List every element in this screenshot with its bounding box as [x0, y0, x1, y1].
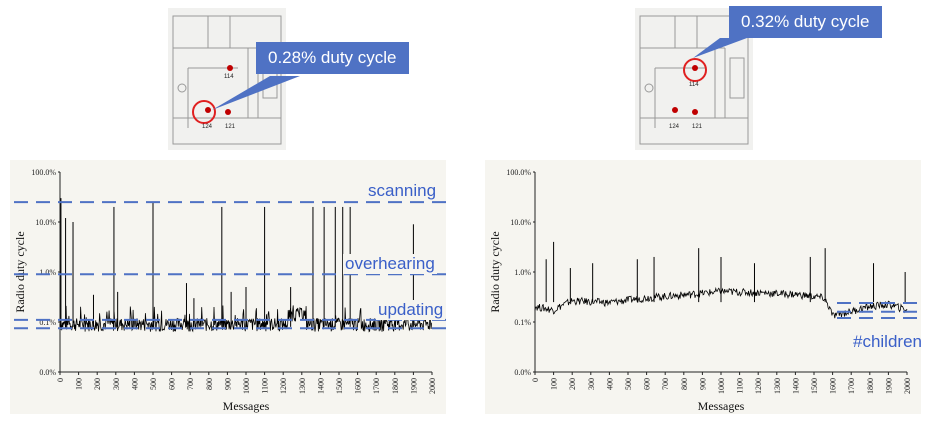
x-tick-label: 200 [93, 378, 102, 390]
x-tick-label: 1700 [372, 378, 381, 394]
x-tick-label: 500 [149, 378, 158, 390]
x-tick-label: 1600 [829, 378, 838, 394]
highlight-circle [683, 58, 707, 82]
y-tick-label: 0.1% [39, 318, 56, 327]
y-tick-label: 100.0% [506, 168, 531, 177]
x-tick-label: 800 [205, 378, 214, 390]
node-label: 114 [689, 82, 699, 88]
x-tick-label: 700 [186, 378, 195, 390]
x-tick-label: 0 [56, 378, 65, 382]
annotation-children: #children [853, 332, 922, 351]
callout-left: 0.28% duty cycle [256, 42, 409, 74]
y-tick-label: 0.0% [514, 368, 531, 377]
x-tick-label: 1300 [298, 378, 307, 394]
y-tick-label: 10.0% [510, 218, 531, 227]
x-tick-label: 900 [223, 378, 232, 390]
annotation-scanning: scanning [366, 181, 439, 201]
x-tick-label: 100 [75, 378, 84, 390]
y-tick-label: 1.0% [39, 268, 56, 277]
y-axis-label: Radio duty cycle [488, 231, 502, 312]
x-axis-label: Messages [698, 399, 745, 413]
x-tick-label: 200 [568, 378, 577, 390]
x-tick-label: 1800 [866, 378, 875, 394]
x-tick-label: 1400 [316, 378, 325, 394]
y-tick-label: 10.0% [35, 218, 56, 227]
x-tick-label: 700 [661, 378, 670, 390]
node-label: 121 [692, 124, 703, 130]
node-label: 124 [202, 124, 213, 130]
x-tick-label: 600 [168, 378, 177, 390]
x-tick-label: 1100 [261, 378, 270, 394]
x-tick-label: 1800 [391, 378, 400, 394]
node-label: 121 [225, 124, 236, 130]
x-tick-label: 1900 [409, 378, 418, 394]
x-tick-label: 1200 [279, 378, 288, 394]
x-tick-label: 800 [680, 378, 689, 390]
chart-right: 0.0% 0.1% 1.0% 10.0% 100.0% 0 100 200 300 400 500 6… [488, 168, 923, 413]
x-tick-label: 1000 [242, 378, 251, 394]
left-panel: 124 121 114 0.28% duty cycle 0.0% 0.1% 1.0… [0, 0, 460, 422]
x-tick-label: 400 [605, 378, 614, 390]
x-tick-label: 900 [698, 378, 707, 390]
floorplan-right: 124 121 114 [635, 8, 753, 150]
y-axis-label: Radio duty cycle [13, 231, 27, 312]
y-tick-label: 100.0% [31, 168, 56, 177]
y-tick-label: 0.1% [514, 318, 531, 327]
x-tick-label: 1400 [791, 378, 800, 394]
x-tick-label: 0 [531, 378, 540, 382]
highlight-circle [192, 100, 216, 124]
y-tick-label: 1.0% [514, 268, 531, 277]
chart-left: 0.0% 0.1% 1.0% 10.0% 100.0% 0 100 200 300 400 500 6… [13, 168, 448, 413]
x-tick-label: 300 [587, 378, 596, 390]
x-tick-label: 1100 [736, 378, 745, 394]
x-tick-label: 1500 [335, 378, 344, 394]
annotation-updating: updating [376, 300, 446, 320]
right-panel: 124 121 114 0.32% duty cycle 0.0% 0.1% 1.0… [475, 0, 935, 422]
x-tick-label: 2000 [903, 378, 912, 394]
x-tick-label: 300 [112, 378, 121, 390]
x-tick-label: 1700 [847, 378, 856, 394]
x-tick-label: 1200 [754, 378, 763, 394]
annotation-overhearing: overhearing [343, 254, 437, 274]
x-axis-label: Messages [223, 399, 270, 413]
callout-right: 0.32% duty cycle [729, 6, 882, 38]
x-tick-label: 1300 [773, 378, 782, 394]
x-tick-label: 1000 [717, 378, 726, 394]
x-tick-label: 600 [643, 378, 652, 390]
x-tick-label: 1500 [810, 378, 819, 394]
x-tick-label: 1600 [354, 378, 363, 394]
y-tick-label: 0.0% [39, 368, 56, 377]
node-label: 124 [669, 124, 680, 130]
x-tick-label: 400 [130, 378, 139, 390]
x-tick-label: 100 [550, 378, 559, 390]
x-tick-label: 1900 [884, 378, 893, 394]
x-tick-label: 2000 [428, 378, 437, 394]
x-tick-label: 500 [624, 378, 633, 390]
